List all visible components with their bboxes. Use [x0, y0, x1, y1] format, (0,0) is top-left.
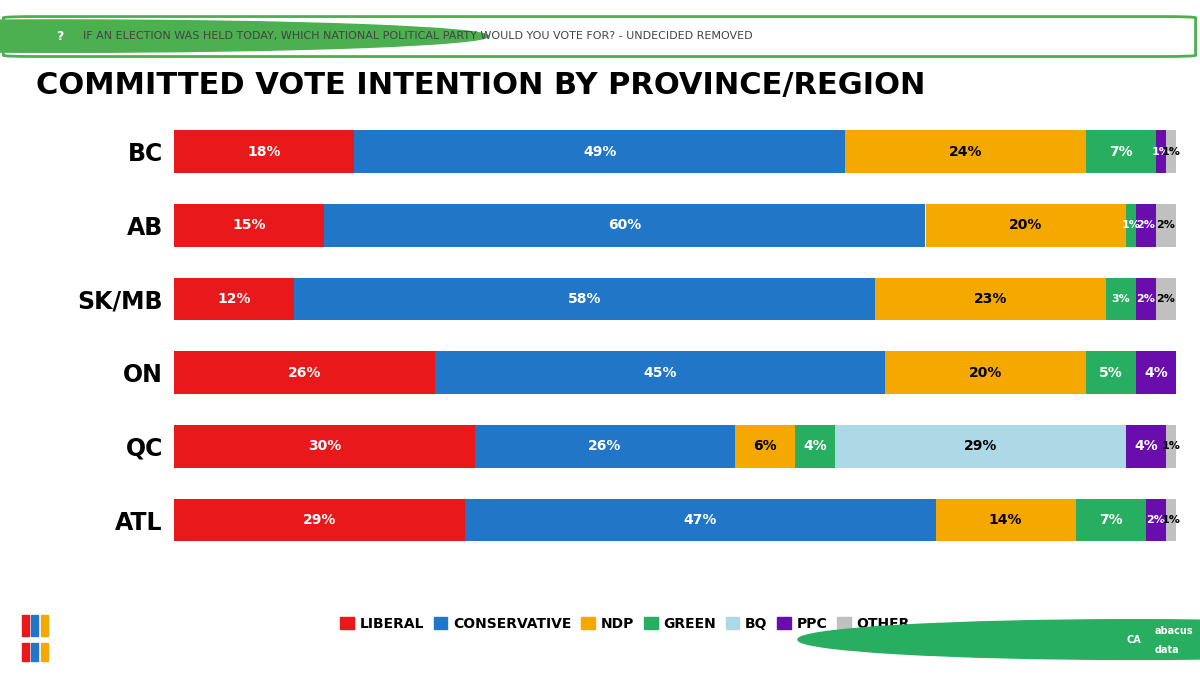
Bar	[22, 615, 29, 636]
Text: 15%: 15%	[233, 218, 266, 232]
Bar	[1136, 351, 1176, 394]
Text: Abacus Data – April 9, 2024 - Canadian Public Affairs Update: Abacus Data – April 9, 2024 - Canadian P…	[58, 633, 416, 646]
Text: 45%: 45%	[643, 366, 677, 379]
Bar	[1166, 425, 1176, 468]
Bar	[41, 615, 48, 636]
Text: 4%: 4%	[1134, 439, 1158, 454]
Text: 7%: 7%	[1099, 513, 1123, 527]
Text: 47%: 47%	[683, 513, 716, 527]
Text: 26%: 26%	[288, 366, 320, 379]
Bar	[925, 204, 1126, 246]
Text: 2%: 2%	[1157, 220, 1176, 230]
Text: 4%: 4%	[804, 439, 827, 454]
Bar	[1106, 277, 1136, 321]
Text: data: data	[1154, 645, 1180, 655]
Bar	[174, 351, 434, 394]
Text: 23%: 23%	[974, 292, 1007, 306]
Text: 20%: 20%	[1009, 218, 1043, 232]
Text: 1%: 1%	[1122, 220, 1140, 230]
Text: 30%: 30%	[307, 439, 341, 454]
Bar	[1126, 204, 1136, 246]
Bar	[41, 643, 48, 661]
Text: COMMITTED VOTE INTENTION BY PROVINCE/REGION: COMMITTED VOTE INTENTION BY PROVINCE/REG…	[36, 71, 925, 100]
Text: 2%: 2%	[1136, 294, 1156, 304]
Text: 3%: 3%	[1111, 294, 1130, 304]
Bar	[1086, 351, 1136, 394]
Text: 1%: 1%	[1162, 146, 1181, 157]
Bar	[174, 425, 475, 468]
Text: 2%: 2%	[1146, 515, 1165, 525]
Text: 6%: 6%	[754, 439, 776, 454]
Bar	[936, 499, 1076, 541]
Text: 2%: 2%	[1136, 220, 1156, 230]
Bar	[736, 425, 796, 468]
Bar	[845, 130, 1086, 173]
Bar	[876, 277, 1106, 321]
Text: 49%: 49%	[583, 144, 617, 159]
Circle shape	[0, 20, 488, 52]
Text: 29%: 29%	[302, 513, 336, 527]
Bar	[1146, 499, 1166, 541]
Bar	[886, 351, 1086, 394]
Bar	[1076, 499, 1146, 541]
Bar	[1166, 130, 1176, 173]
Text: 58%: 58%	[568, 292, 601, 306]
Bar	[174, 499, 464, 541]
Bar	[464, 499, 936, 541]
Text: IF AN ELECTION WAS HELD TODAY, WHICH NATIONAL POLITICAL PARTY WOULD YOU VOTE FOR: IF AN ELECTION WAS HELD TODAY, WHICH NAT…	[83, 31, 754, 41]
Text: 12%: 12%	[217, 292, 251, 306]
Bar	[1166, 499, 1176, 541]
Text: 1%: 1%	[1162, 441, 1181, 452]
Bar	[475, 425, 736, 468]
Bar	[31, 615, 38, 636]
Bar	[1136, 277, 1156, 321]
FancyBboxPatch shape	[4, 17, 1195, 57]
Text: 29%: 29%	[964, 439, 997, 454]
Text: abacus: abacus	[1154, 626, 1193, 636]
Text: ?: ?	[56, 30, 64, 43]
Text: 4%: 4%	[1144, 366, 1168, 379]
Legend: LIBERAL, CONSERVATIVE, NDP, GREEN, BQ, PPC, OTHER: LIBERAL, CONSERVATIVE, NDP, GREEN, BQ, P…	[335, 611, 916, 636]
Bar	[1086, 130, 1156, 173]
Bar	[174, 277, 294, 321]
Text: 1%: 1%	[1152, 146, 1170, 157]
Text: 1%: 1%	[1162, 515, 1181, 525]
Bar	[434, 351, 886, 394]
Bar	[174, 204, 324, 246]
Bar	[174, 130, 354, 173]
Text: 2%: 2%	[1157, 294, 1176, 304]
Text: 20%: 20%	[968, 366, 1002, 379]
Text: CA: CA	[1127, 634, 1141, 645]
Bar	[354, 130, 845, 173]
Bar	[31, 643, 38, 661]
Bar	[1156, 204, 1176, 246]
Bar	[324, 204, 925, 246]
Bar	[294, 277, 876, 321]
Bar	[796, 425, 835, 468]
Text: 24%: 24%	[949, 144, 983, 159]
Text: 60%: 60%	[608, 218, 642, 232]
Bar	[1136, 204, 1156, 246]
Bar	[1156, 130, 1166, 173]
Text: 26%: 26%	[588, 439, 622, 454]
Bar	[22, 643, 29, 661]
Bar	[835, 425, 1126, 468]
Circle shape	[798, 620, 1200, 659]
Bar	[1156, 277, 1176, 321]
Text: 7%: 7%	[1109, 144, 1133, 159]
Bar	[1126, 425, 1166, 468]
Text: 14%: 14%	[989, 513, 1022, 527]
Text: 5%: 5%	[1099, 366, 1123, 379]
Text: 18%: 18%	[247, 144, 281, 159]
